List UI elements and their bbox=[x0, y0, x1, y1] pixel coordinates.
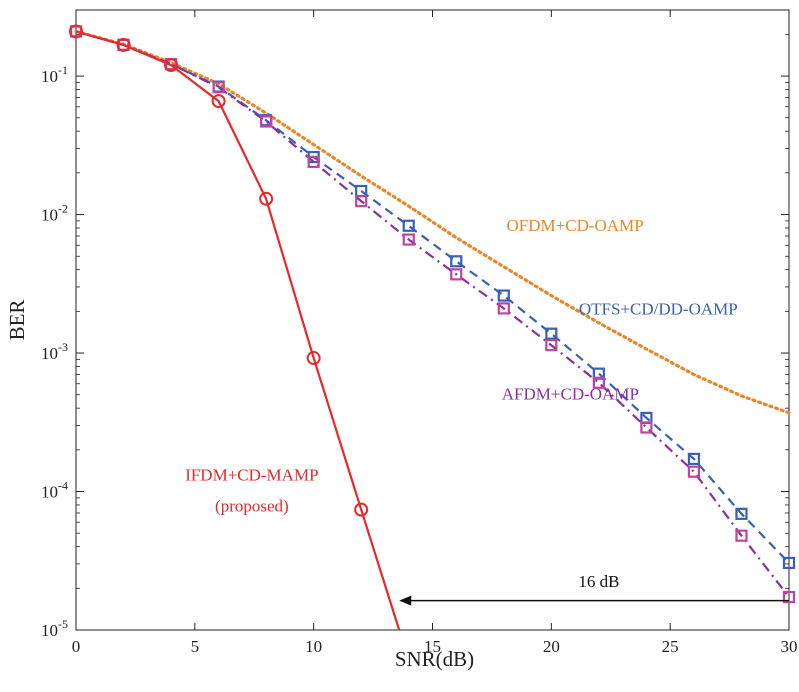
data-point bbox=[545, 339, 558, 352]
data-point bbox=[402, 219, 415, 232]
data-point bbox=[640, 421, 653, 434]
data-point bbox=[307, 155, 320, 169]
gap-arrow-head bbox=[399, 595, 412, 606]
annotation-label: 16 dB bbox=[578, 572, 619, 591]
plot-layer: 0 5 10 15 20 25 30 10-1 10-2 10-3 10-4 10-5 OFDM+CD-… bbox=[41, 9, 798, 656]
data-point bbox=[497, 302, 510, 315]
data-point bbox=[450, 255, 463, 268]
x-tick-label: 10 bbox=[305, 637, 322, 656]
data-point bbox=[355, 195, 368, 208]
y-tick-label: 10-1 bbox=[41, 63, 68, 86]
data-point bbox=[497, 289, 510, 302]
data-point bbox=[687, 452, 701, 466]
data-point bbox=[782, 556, 796, 570]
x-tick-label: 20 bbox=[543, 637, 560, 656]
data-point bbox=[354, 502, 369, 517]
x-tick-label: 15 bbox=[424, 637, 441, 656]
y-axis-label: BER bbox=[5, 300, 29, 341]
data-point bbox=[116, 37, 131, 52]
data-point bbox=[687, 465, 701, 478]
data-point bbox=[450, 268, 463, 281]
x-tick-label: 5 bbox=[191, 637, 200, 656]
y-tick-label: 10-5 bbox=[41, 617, 68, 640]
annotation-label: IFDM+CD-MAMP bbox=[185, 466, 318, 485]
annotation-label: AFDM+CD-OAMP bbox=[502, 385, 639, 404]
data-point bbox=[782, 590, 796, 604]
y-tick-label: 10-4 bbox=[41, 479, 68, 502]
annotation-label: (proposed) bbox=[215, 496, 289, 515]
y-tick-label: 10-2 bbox=[41, 202, 68, 225]
data-point bbox=[402, 233, 415, 246]
data-point bbox=[164, 58, 179, 73]
data-point bbox=[592, 376, 605, 389]
y-tick-label: 10-3 bbox=[41, 340, 68, 363]
annotation-label: OFDM+CD-OAMP bbox=[507, 216, 644, 235]
data-point bbox=[69, 24, 83, 39]
series-line-2 bbox=[75, 30, 790, 598]
data-point bbox=[260, 115, 273, 128]
data-point bbox=[735, 529, 748, 542]
series-line-1 bbox=[75, 30, 790, 564]
x-axis-label: SNR(dB) bbox=[395, 647, 474, 671]
x-tick-label: 30 bbox=[781, 637, 798, 656]
data-point bbox=[211, 94, 226, 109]
data-point bbox=[259, 191, 274, 206]
series-line-3 bbox=[75, 30, 401, 631]
series-line-0 bbox=[74, 29, 791, 415]
annotation-label: OTFS+CD/DD-OAMP bbox=[579, 299, 738, 318]
plot-frame bbox=[75, 9, 790, 631]
data-point bbox=[212, 81, 225, 94]
x-tick-label: 0 bbox=[72, 637, 81, 656]
x-tick-label: 25 bbox=[662, 637, 679, 656]
data-point bbox=[306, 351, 321, 366]
data-point bbox=[545, 327, 558, 340]
data-point bbox=[735, 507, 748, 520]
